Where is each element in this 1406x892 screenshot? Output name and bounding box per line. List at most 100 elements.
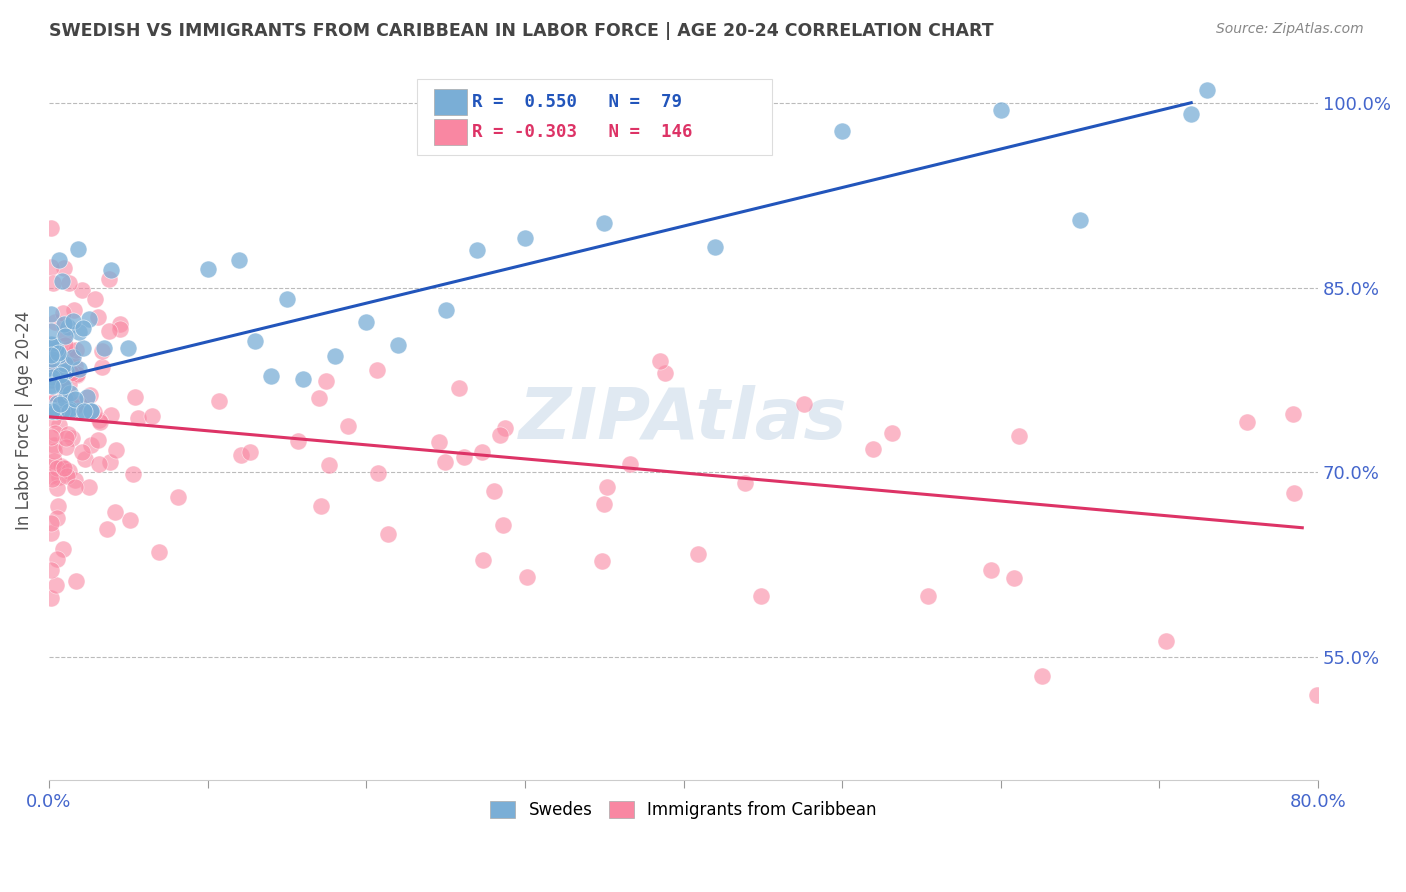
Point	[83, 292, 105, 306]
Point	[100, 408, 122, 422]
Text: Source: ZipAtlas.com: Source: ZipAtlas.com	[1216, 22, 1364, 37]
Point	[44, 438, 66, 452]
Point	[42, 395, 65, 409]
Point	[41, 403, 63, 417]
Text: R = -0.303   N =  146: R = -0.303 N = 146	[471, 123, 692, 142]
Point	[52, 365, 75, 379]
Point	[52, 461, 75, 475]
Point	[60, 430, 83, 444]
Point	[291, 372, 314, 386]
Point	[79, 403, 101, 417]
Point	[318, 458, 340, 473]
Point	[39, 591, 62, 605]
Point	[41, 459, 63, 474]
Point	[465, 243, 488, 257]
Point	[592, 497, 614, 511]
Point	[39, 345, 62, 359]
Point	[67, 397, 90, 411]
Point	[67, 403, 90, 417]
Point	[593, 216, 616, 230]
Point	[48, 359, 70, 373]
Point	[882, 425, 904, 440]
Point	[48, 470, 70, 484]
Point	[62, 314, 84, 328]
Point	[356, 315, 378, 329]
Point	[48, 348, 70, 362]
Point	[63, 400, 86, 414]
Point	[53, 403, 76, 417]
Point	[58, 320, 80, 334]
Point	[336, 419, 359, 434]
Point	[45, 552, 67, 566]
Point	[704, 240, 727, 254]
Point	[516, 569, 538, 583]
Point	[63, 303, 86, 318]
Point	[98, 271, 121, 285]
Point	[41, 337, 63, 351]
Point	[48, 418, 70, 433]
Point	[121, 467, 143, 481]
Point	[1197, 83, 1219, 97]
Y-axis label: In Labor Force | Age 20-24: In Labor Force | Age 20-24	[15, 310, 32, 530]
Point	[75, 451, 97, 466]
Point	[53, 326, 76, 340]
Point	[228, 252, 250, 267]
Point	[41, 401, 63, 415]
Point	[990, 103, 1012, 117]
Point	[239, 444, 262, 458]
Point	[433, 455, 456, 469]
Point	[59, 368, 82, 382]
Point	[308, 392, 330, 406]
Point	[1031, 669, 1053, 683]
Point	[42, 396, 65, 410]
Point	[276, 292, 298, 306]
Point	[1180, 107, 1202, 121]
Point	[45, 347, 67, 361]
Point	[100, 455, 122, 469]
Point	[42, 344, 65, 359]
Point	[72, 403, 94, 417]
Point	[45, 403, 67, 417]
Point	[1281, 407, 1303, 421]
Point	[58, 464, 80, 478]
Point	[63, 359, 86, 373]
Point	[79, 387, 101, 401]
Point	[427, 435, 450, 450]
Point	[53, 261, 76, 276]
Point	[862, 442, 884, 456]
FancyBboxPatch shape	[418, 79, 772, 154]
Point	[45, 461, 67, 475]
Point	[100, 262, 122, 277]
Point	[41, 346, 63, 360]
Point	[45, 375, 67, 389]
Point	[42, 276, 65, 290]
Point	[63, 473, 86, 487]
Point	[55, 363, 77, 377]
Point	[141, 409, 163, 423]
Point	[45, 481, 67, 495]
Point	[39, 221, 62, 235]
Point	[831, 124, 853, 138]
Point	[309, 499, 332, 513]
Point	[52, 379, 75, 393]
Point	[453, 450, 475, 465]
Point	[41, 525, 63, 540]
FancyBboxPatch shape	[433, 120, 467, 145]
Point	[110, 317, 132, 331]
Point	[39, 347, 62, 361]
Point	[44, 425, 66, 440]
Point	[70, 283, 93, 297]
Point	[367, 466, 389, 480]
Point	[42, 344, 65, 359]
Point	[89, 415, 111, 429]
Point	[67, 362, 90, 376]
Point	[654, 366, 676, 380]
Point	[1156, 634, 1178, 648]
Point	[58, 342, 80, 356]
Point	[66, 368, 89, 383]
Point	[39, 260, 62, 274]
Point	[688, 547, 710, 561]
Point	[48, 346, 70, 360]
Point	[59, 386, 82, 401]
Point	[53, 357, 76, 371]
